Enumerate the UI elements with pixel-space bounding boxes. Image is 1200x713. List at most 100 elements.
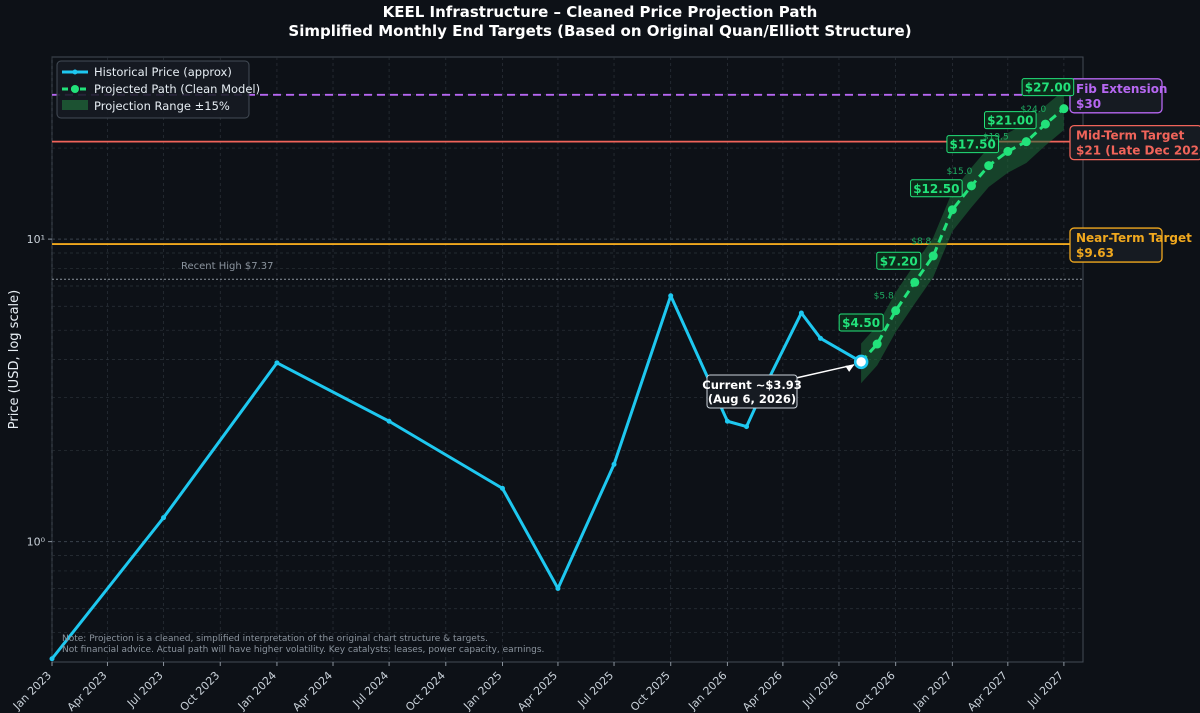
recent-high-label: Recent High $7.37 <box>181 261 274 272</box>
x-tick-label: Apr 2023 <box>65 669 110 713</box>
target-label-1: Mid-Term Target$21 (Late Dec 2026) <box>1069 125 1200 161</box>
projected-value-label: $21.00 <box>984 111 1037 130</box>
projected-point <box>891 306 901 316</box>
y-tick-label: 10¹ <box>27 233 45 246</box>
x-tick-label: Jan 2027 <box>910 669 954 713</box>
y-tick-label: 10⁰ <box>27 536 46 549</box>
projected-point <box>928 251 938 261</box>
x-tick-label: Jul 2024 <box>350 669 392 711</box>
projected-value-label: $17.50 <box>946 135 1000 154</box>
projected-value-text: $21.00 <box>987 114 1033 128</box>
projected-value-text: $4.50 <box>842 316 880 330</box>
historical-point <box>161 515 167 521</box>
target-label-title: Fib Extension <box>1076 82 1167 96</box>
x-tick-label: Apr 2024 <box>290 669 335 713</box>
legend-box <box>56 60 250 119</box>
x-tick-label: Apr 2027 <box>965 669 1010 713</box>
x-tick-label: Jul 2023 <box>124 669 166 711</box>
projected-point <box>872 339 882 349</box>
x-tick-label: Oct 2024 <box>403 669 448 713</box>
x-tick-label: Jul 2025 <box>575 669 617 711</box>
projected-line <box>860 107 1065 363</box>
historical-point <box>744 424 750 430</box>
legend-marker-projected <box>71 85 79 93</box>
x-tick-label: Oct 2025 <box>628 669 673 713</box>
chart-subtitle: Simplified Monthly End Targets (Based on… <box>288 22 912 40</box>
projected-point <box>910 277 920 287</box>
projected-small-label: $19.5 <box>983 132 1009 142</box>
x-tick-label: Jan 2023 <box>10 669 54 713</box>
legend-label-projected: Projected Path (Clean Model) <box>94 82 260 96</box>
x-tick-label: Oct 2026 <box>853 669 898 713</box>
legend-label-band: Projection Range ±15% <box>94 99 230 113</box>
historical-point <box>724 418 730 424</box>
x-tick-label: Jul 2026 <box>800 669 842 711</box>
annotation-arrow <box>795 364 855 379</box>
target-label-box <box>1069 125 1200 161</box>
note-line-1: Note: Projection is a cleaned, simplifie… <box>62 634 488 644</box>
annotation-box <box>706 374 798 409</box>
target-label-value: $30 <box>1076 97 1101 111</box>
projected-value-box <box>838 313 884 332</box>
projected-value-text: $12.50 <box>913 182 959 196</box>
historical-point <box>386 418 392 424</box>
projected-value-box <box>910 179 963 198</box>
projected-point <box>984 161 994 171</box>
current-annotation: Current ~$3.93(Aug 6, 2026) <box>702 364 855 409</box>
target-label-value: $9.63 <box>1076 246 1114 260</box>
projected-value-text: $17.50 <box>950 138 996 152</box>
projected-point <box>966 181 976 191</box>
projected-value-box <box>1021 78 1075 97</box>
x-tick-label: Oct 2023 <box>177 669 222 713</box>
projection-band <box>861 90 1064 384</box>
projected-value-label: $12.50 <box>910 179 963 198</box>
projected-value-label: $7.20 <box>876 251 922 270</box>
projected-value-box <box>876 251 922 270</box>
historical-point <box>555 585 561 591</box>
legend-label-historical: Historical Price (approx) <box>94 65 232 79</box>
projected-small-label: $15.0 <box>947 167 973 177</box>
projected-point <box>1003 146 1013 156</box>
x-tick-label: Jul 2027 <box>1024 669 1066 711</box>
historical-point <box>798 310 804 316</box>
x-tick-label: Jan 2025 <box>460 669 504 713</box>
projected-point <box>1059 104 1069 114</box>
x-tick-label: Apr 2025 <box>515 669 560 713</box>
note-line-2: Not financial advice. Actual path will h… <box>62 645 544 655</box>
target-label-title: Near-Term Target <box>1076 231 1192 245</box>
legend: Historical Price (approx) Projected Path … <box>56 60 260 119</box>
target-label-0: Fib Extension$30 <box>1069 78 1167 114</box>
projected-value-box <box>946 135 1000 154</box>
target-label-value: $21 (Late Dec 2026) <box>1076 144 1200 158</box>
x-tick-label: Jan 2024 <box>235 669 279 713</box>
historical-point <box>499 485 505 491</box>
projected-point <box>947 205 957 215</box>
historical-point <box>611 461 617 467</box>
projected-value-label: $27.00 <box>1021 78 1075 97</box>
chart-title: KEEL Infrastructure – Cleaned Price Proj… <box>382 3 818 21</box>
target-label-box <box>1069 227 1163 263</box>
projected-small-label: $8.8 <box>911 237 931 247</box>
legend-swatch-band <box>62 100 88 110</box>
projected-small-label: $5.8 <box>874 292 894 302</box>
projected-value-label: $4.50 <box>838 313 884 332</box>
historical-point <box>49 656 55 662</box>
historical-line <box>50 294 862 660</box>
projected-small-label: $24.0 <box>1021 105 1047 115</box>
annotation-line-1: Current ~$3.93 <box>702 378 801 392</box>
projected-value-text: $7.20 <box>880 254 918 268</box>
projected-point <box>1040 119 1050 129</box>
projected-value-text: $27.00 <box>1025 81 1071 95</box>
historical-point <box>668 293 674 299</box>
annotation-arrowhead <box>845 364 855 372</box>
annotation-line-2: (Aug 6, 2026) <box>708 392 796 406</box>
x-tick-label: Jan 2026 <box>685 669 729 713</box>
projected-value-box <box>984 111 1037 130</box>
projected-point <box>1021 137 1031 147</box>
historical-point <box>274 360 280 366</box>
target-label-2: Near-Term Target$9.63 <box>1069 227 1192 263</box>
legend-marker-historical <box>72 69 78 75</box>
historical-point <box>817 335 823 341</box>
y-axis-label: Price (USD, log scale) <box>7 290 22 429</box>
